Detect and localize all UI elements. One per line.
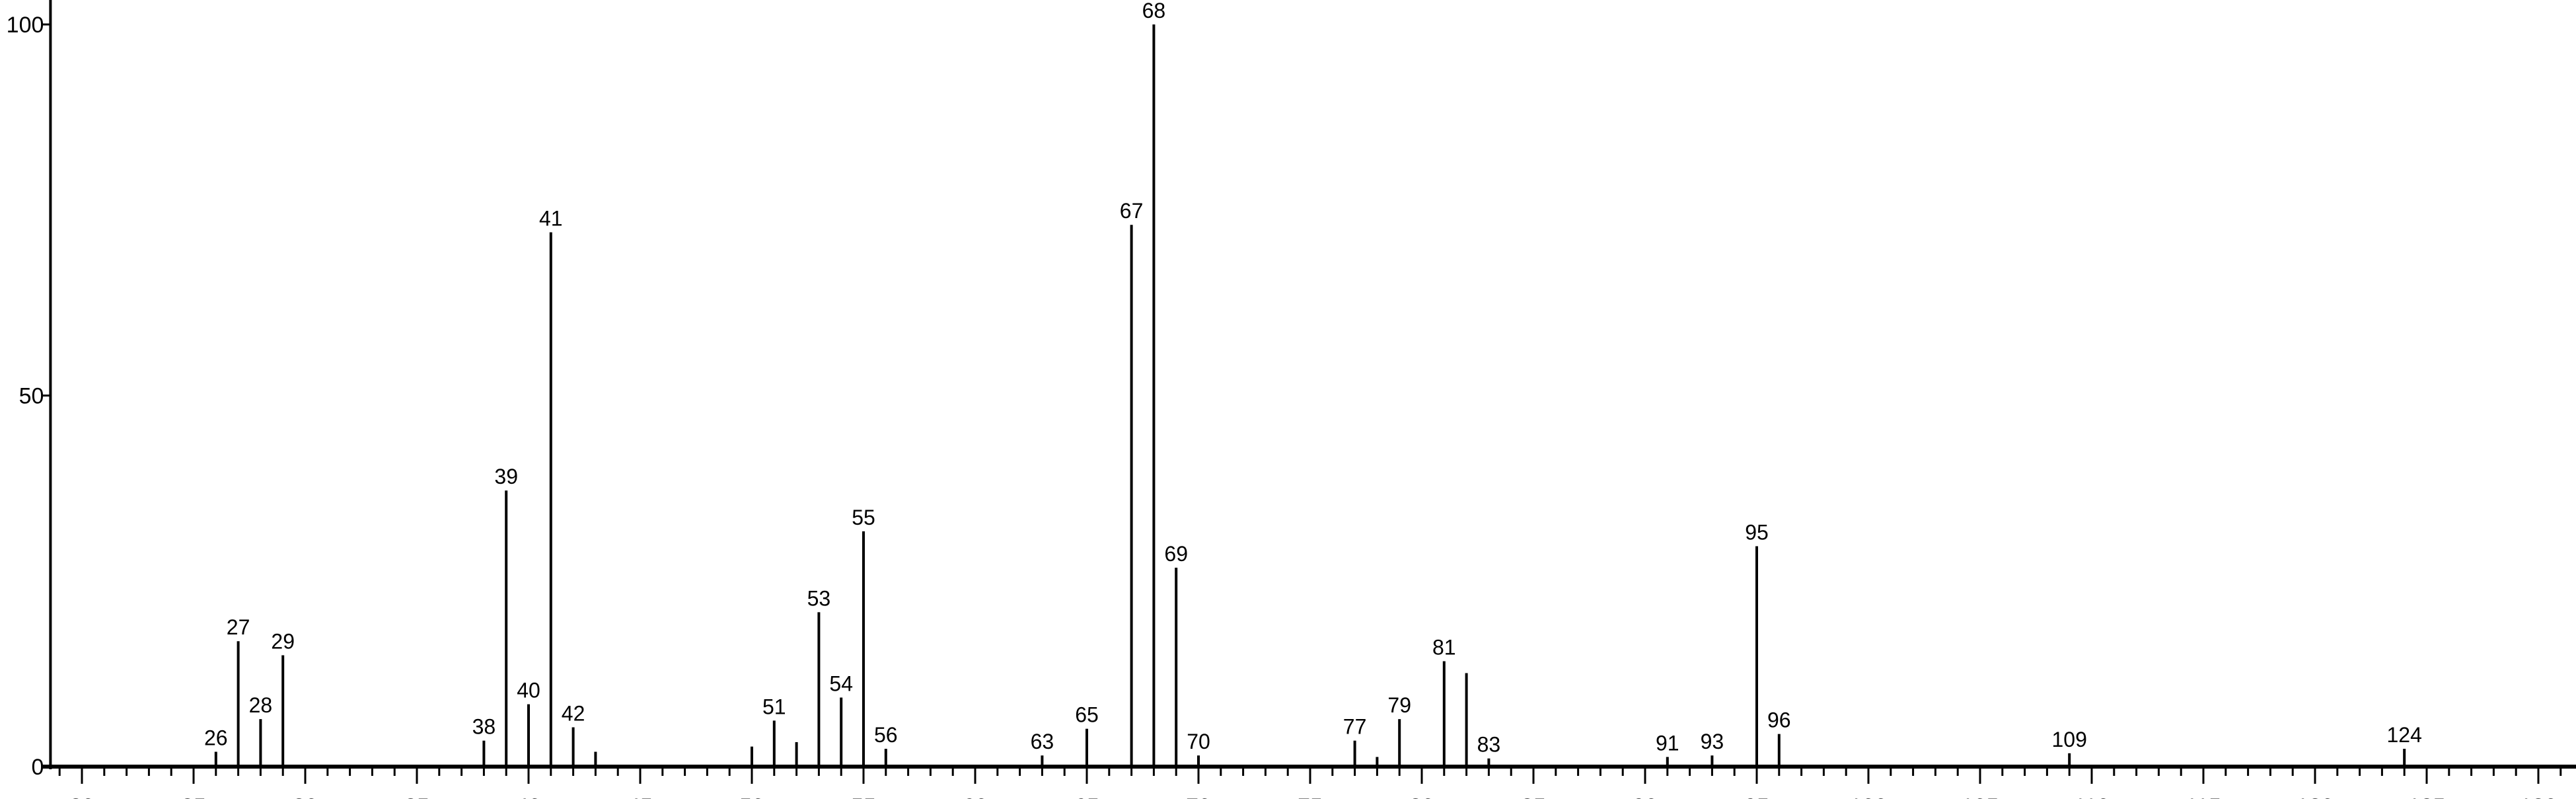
x-tick-label: 30 <box>293 794 318 799</box>
peak-label: 26 <box>204 726 228 750</box>
x-tick-label: 55 <box>851 794 876 799</box>
peak-label: 42 <box>562 701 585 725</box>
x-tick-label: 120 <box>2297 794 2334 799</box>
peak-label: 63 <box>1031 730 1054 753</box>
peak-label: 81 <box>1432 636 1456 660</box>
peak-label: 39 <box>494 465 518 488</box>
peak-label: 56 <box>874 723 898 747</box>
x-tick-label: 90 <box>1633 794 1658 799</box>
peak-label: 95 <box>1745 520 1769 544</box>
peak-label: 53 <box>807 586 831 610</box>
x-tick-label: 25 <box>181 794 206 799</box>
peak-label: 27 <box>227 615 250 639</box>
x-tick-label: 100 <box>1850 794 1888 799</box>
peak-label: 41 <box>539 206 563 230</box>
peak-label: 124 <box>2387 723 2422 747</box>
peak-label: 55 <box>852 506 875 529</box>
x-tick-label: 125 <box>2408 794 2446 799</box>
x-tick-label: 70 <box>1186 794 1211 799</box>
y-tick-label: 0 <box>31 755 44 780</box>
peak-label: 68 <box>1142 0 1166 22</box>
peak-label: 93 <box>1701 730 1724 753</box>
x-tick-label: 95 <box>1744 794 1769 799</box>
peak-label: 67 <box>1120 199 1144 223</box>
peak-label: 40 <box>517 679 540 703</box>
x-tick-label: 80 <box>1409 794 1434 799</box>
x-tick-label: 60 <box>963 794 988 799</box>
peak-label: 54 <box>829 672 853 696</box>
x-tick-label: 110 <box>2074 794 2110 799</box>
x-tick-label: 85 <box>1521 794 1546 799</box>
peak-label: 29 <box>271 630 295 654</box>
x-tick-label: 35 <box>404 794 429 799</box>
peak-label: 91 <box>1656 731 1679 755</box>
peak-label: 77 <box>1343 715 1367 739</box>
x-tick-label: 130 <box>2520 794 2558 799</box>
x-tick-label: 115 <box>2186 794 2221 799</box>
peak-label: 69 <box>1164 542 1188 566</box>
x-tick-label: 75 <box>1298 794 1323 799</box>
x-tick-label: 20 <box>69 794 94 799</box>
peak-label: 65 <box>1075 703 1099 727</box>
x-tick-label: 105 <box>1962 794 1999 799</box>
peak-label: 51 <box>762 695 786 718</box>
x-tick-label: 45 <box>628 794 653 799</box>
peak-label: 83 <box>1477 733 1501 757</box>
y-tick-label: 50 <box>19 384 44 409</box>
peak-label: 28 <box>249 693 273 717</box>
peak-label: 38 <box>472 715 496 739</box>
x-tick-label: 65 <box>1074 794 1099 799</box>
peak-label: 70 <box>1187 730 1210 753</box>
x-tick-label: 50 <box>739 794 764 799</box>
y-tick-label: 100 <box>7 13 44 38</box>
peak-label: 109 <box>2052 728 2087 751</box>
peak-label: 79 <box>1387 693 1411 717</box>
x-tick-label: 40 <box>516 794 541 799</box>
peak-label: 96 <box>1767 708 1791 732</box>
